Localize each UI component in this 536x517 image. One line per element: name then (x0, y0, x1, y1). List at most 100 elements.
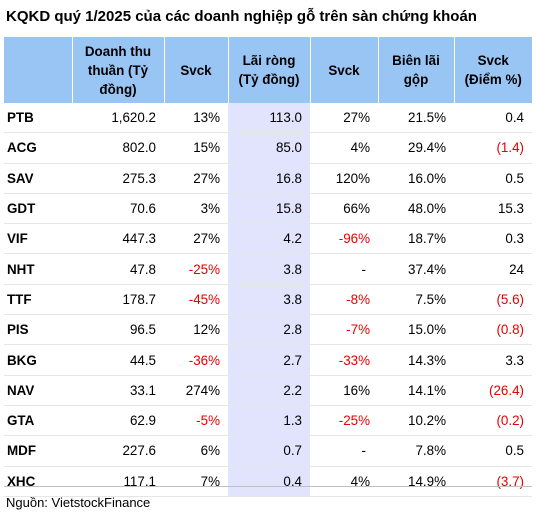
ticker-cell: GTA (4, 405, 72, 437)
ticker-cell: GDT (4, 193, 72, 225)
revenue-cell: 62.9 (72, 405, 164, 437)
table-row: TTF 178.7 -45% 3.8 -8% 7.5% (5.6) (4, 284, 532, 316)
revenue-yoy-cell: 274% (164, 375, 228, 406)
net-profit-cell: 3.8 (228, 284, 310, 316)
table-row: PIS 96.5 12% 2.8 -7% 15.0% (0.8) (4, 314, 532, 346)
revenue-yoy-cell: 13% (164, 103, 228, 134)
margin-yoy-cell: (0.8) (454, 314, 532, 346)
revenue-yoy-cell: 15% (164, 132, 228, 164)
net-profit-cell: 3.8 (228, 253, 310, 285)
gross-margin-cell: 14.9% (378, 466, 454, 497)
table-row: XHC 117.1 7% 0.4 4% 14.9% (3.7) (4, 466, 532, 497)
net-profit-cell: 2.7 (228, 344, 310, 376)
net-profit-cell: 2.8 (228, 314, 310, 346)
revenue-yoy-cell: 12% (164, 314, 228, 346)
gross-margin-cell: 10.2% (378, 405, 454, 437)
header-gross-margin: Biên lãi gộp (378, 37, 455, 103)
margin-yoy-cell: 3.3 (454, 344, 532, 376)
net-profit-cell: 0.7 (228, 435, 310, 467)
margin-yoy-cell: (1.4) (454, 132, 532, 164)
header-revenue: Doanh thu thuần (Tỷ đồng) (72, 37, 165, 103)
profit-yoy-cell: 27% (310, 103, 378, 134)
header-ticker (4, 37, 73, 103)
gross-margin-cell: 7.5% (378, 284, 454, 316)
ticker-cell: MDF (4, 435, 72, 467)
profit-yoy-cell: 4% (310, 132, 378, 164)
table-row: PTB 1,620.2 13% 113.0 27% 21.5% 0.4 (4, 103, 532, 134)
gross-margin-cell: 48.0% (378, 193, 454, 225)
revenue-cell: 447.3 (72, 223, 164, 255)
margin-yoy-cell: 0.5 (454, 435, 532, 467)
margin-yoy-cell: (5.6) (454, 284, 532, 316)
gross-margin-cell: 15.0% (378, 314, 454, 346)
profit-yoy-cell: -7% (310, 314, 378, 346)
revenue-cell: 117.1 (72, 466, 164, 497)
profit-yoy-cell: 16% (310, 375, 378, 406)
revenue-yoy-cell: -36% (164, 344, 228, 376)
profit-yoy-cell: -96% (310, 223, 378, 255)
gross-margin-cell: 37.4% (378, 253, 454, 285)
table-row: GDT 70.6 3% 15.8 66% 48.0% 15.3 (4, 193, 532, 225)
profit-yoy-cell: 4% (310, 466, 378, 497)
margin-yoy-cell: 24 (454, 253, 532, 285)
revenue-cell: 33.1 (72, 375, 164, 406)
source-note: Nguồn: VietstockFinance (6, 495, 151, 510)
net-profit-cell: 1.3 (228, 405, 310, 437)
profit-yoy-cell: 120% (310, 163, 378, 194)
margin-yoy-cell: 0.5 (454, 163, 532, 194)
margin-yoy-cell: 15.3 (454, 193, 532, 225)
header-profit-yoy: Svck (310, 37, 379, 103)
revenue-yoy-cell: 27% (164, 223, 228, 255)
margin-yoy-cell: 0.3 (454, 223, 532, 255)
net-profit-cell: 4.2 (228, 223, 310, 255)
revenue-yoy-cell: -45% (164, 284, 228, 316)
net-profit-cell: 16.8 (228, 163, 310, 194)
revenue-cell: 802.0 (72, 132, 164, 164)
header-row: Doanh thu thuần (Tỷ đồng) Svck Lãi ròng … (4, 37, 532, 103)
net-profit-cell: 2.2 (228, 375, 310, 406)
header-net-profit: Lãi ròng (Tỷ đồng) (228, 37, 311, 103)
ticker-cell: SAV (4, 163, 72, 194)
net-profit-cell: 0.4 (228, 466, 310, 497)
margin-yoy-cell: (26.4) (454, 375, 532, 406)
margin-yoy-cell: 0.4 (454, 103, 532, 134)
table-row: NAV 33.1 274% 2.2 16% 14.1% (26.4) (4, 375, 532, 406)
revenue-cell: 227.6 (72, 435, 164, 467)
margin-yoy-cell: (3.7) (454, 466, 532, 497)
gross-margin-cell: 16.0% (378, 163, 454, 194)
revenue-cell: 70.6 (72, 193, 164, 225)
ticker-cell: TTF (4, 284, 72, 316)
table-row: ACG 802.0 15% 85.0 4% 29.4% (1.4) (4, 132, 532, 164)
profit-yoy-cell: -25% (310, 405, 378, 437)
revenue-yoy-cell: -5% (164, 405, 228, 437)
gross-margin-cell: 29.4% (378, 132, 454, 164)
gross-margin-cell: 14.3% (378, 344, 454, 376)
ticker-cell: BKG (4, 344, 72, 376)
revenue-yoy-cell: 27% (164, 163, 228, 194)
gross-margin-cell: 14.1% (378, 375, 454, 406)
ticker-cell: PTB (4, 103, 72, 134)
ticker-cell: NAV (4, 375, 72, 406)
revenue-cell: 96.5 (72, 314, 164, 346)
net-profit-cell: 85.0 (228, 132, 310, 164)
table-row: BKG 44.5 -36% 2.7 -33% 14.3% 3.3 (4, 344, 532, 376)
table-row: MDF 227.6 6% 0.7-7.8% 0.5 (4, 435, 532, 467)
table-row: SAV 275.3 27% 16.8 120% 16.0% 0.5 (4, 163, 532, 194)
profit-yoy-cell: - (310, 435, 378, 467)
ticker-cell: PIS (4, 314, 72, 346)
profit-yoy-cell: -8% (310, 284, 378, 316)
gross-margin-cell: 18.7% (378, 223, 454, 255)
revenue-yoy-cell: -25% (164, 253, 228, 285)
ticker-cell: NHT (4, 253, 72, 285)
revenue-cell: 178.7 (72, 284, 164, 316)
revenue-cell: 44.5 (72, 344, 164, 376)
revenue-cell: 1,620.2 (72, 103, 164, 134)
revenue-cell: 275.3 (72, 163, 164, 194)
revenue-cell: 47.8 (72, 253, 164, 285)
ticker-cell: XHC (4, 466, 72, 497)
net-profit-cell: 113.0 (228, 103, 310, 134)
table-row: NHT 47.8 -25% 3.8-37.4% 24 (4, 253, 532, 285)
gross-margin-cell: 7.8% (378, 435, 454, 467)
source-divider (4, 486, 532, 487)
